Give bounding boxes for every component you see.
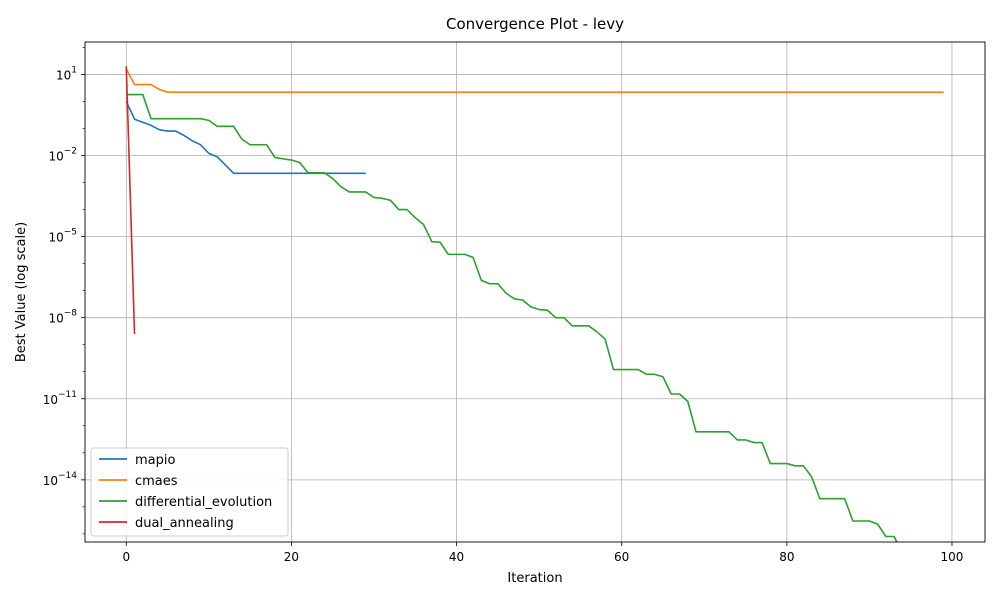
y-tick-label: 10−5 — [48, 228, 77, 245]
x-tick-label: 0 — [122, 550, 130, 564]
x-tick-label: 100 — [941, 550, 964, 564]
x-axis-title: Iteration — [507, 571, 562, 586]
y-tick-label: 101 — [56, 65, 77, 82]
y-axis-ticks: 101 10−2 10−5 10−8 10−11 10−14 — [43, 47, 85, 535]
series-line-dual-annealing — [125, 66, 136, 334]
plot-area — [125, 66, 944, 542]
y-tick-label: 10−14 — [43, 471, 78, 488]
plot-frame — [84, 41, 986, 543]
series-line-cmaes — [125, 68, 944, 93]
series-lines — [125, 66, 944, 542]
legend-box — [90, 447, 289, 537]
y-tick-label: 10−8 — [48, 309, 77, 326]
legend-label: differential_evolution — [135, 495, 272, 510]
y-axis-title: Best Value (log scale) — [14, 222, 29, 362]
legend-label: mapio — [135, 453, 175, 468]
x-tick-label: 60 — [614, 550, 629, 564]
y-tick-label: 10−11 — [43, 390, 77, 407]
series-line-differential-evolution — [126, 93, 898, 542]
grid — [85, 42, 985, 542]
legend: mapio cmaes differential_evolution dual_ann… — [90, 447, 289, 537]
x-tick-label: 40 — [449, 550, 464, 564]
legend-label: dual_annealing — [135, 516, 234, 531]
chart-title: Convergence Plot - levy — [446, 15, 624, 33]
x-axis-ticks: 0 20 40 60 80 100 — [122, 542, 963, 564]
legend-label: cmaes — [135, 474, 178, 489]
x-tick-label: 20 — [284, 550, 299, 564]
x-tick-label: 80 — [779, 550, 794, 564]
y-tick-label: 10−2 — [48, 147, 77, 164]
